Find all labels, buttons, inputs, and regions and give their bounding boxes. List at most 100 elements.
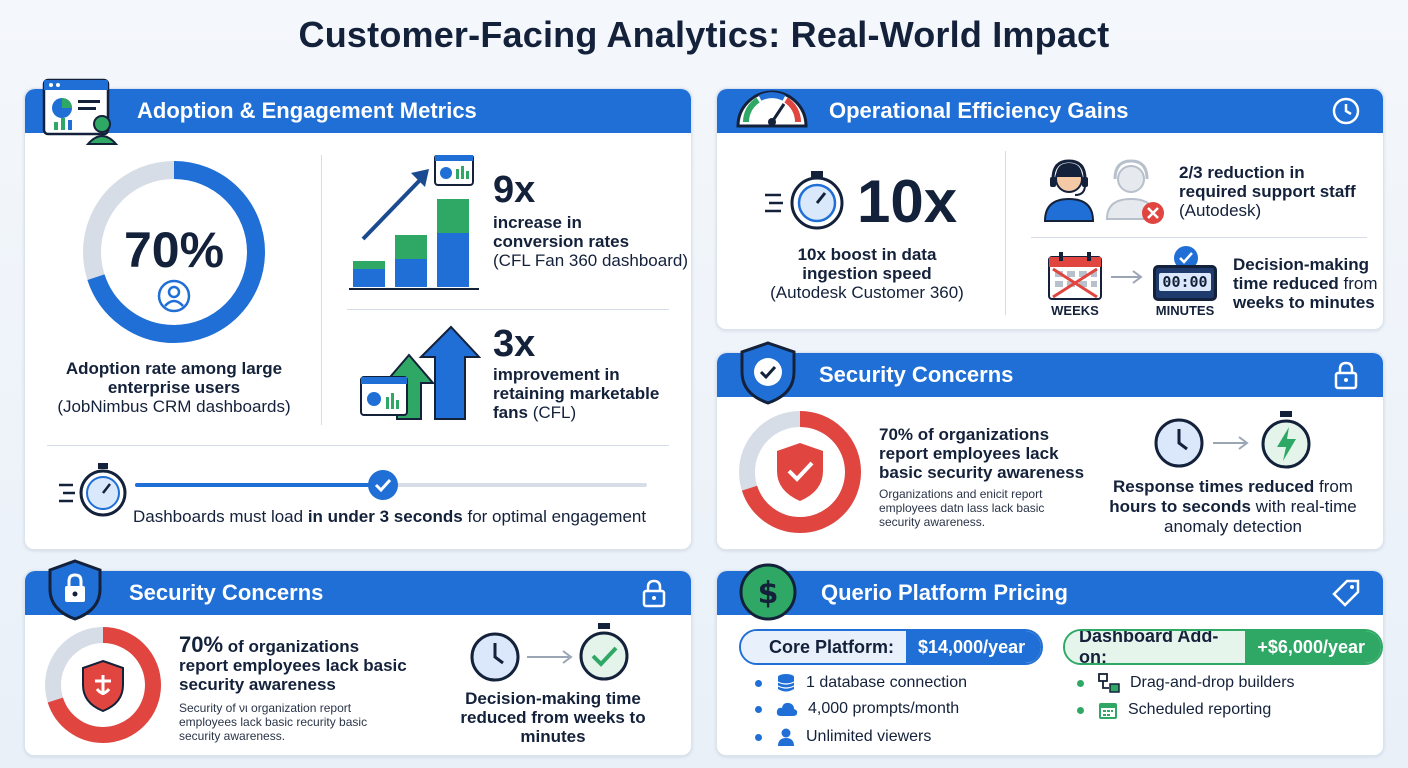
lock-icon (642, 579, 666, 608)
security-right-line3: basic security awareness (879, 463, 1085, 482)
shield-lock-icon (48, 559, 102, 621)
lock-icon (1334, 361, 1358, 390)
adoption-panel: Adoption & Engagement Metrics 70% Adopti… (24, 88, 692, 550)
adoption-caption-line2: enterprise users (107, 378, 241, 397)
removed-agent-icon (1105, 159, 1164, 224)
security-right-ring-chart (739, 411, 861, 533)
security-right-panel: Security Concerns 70% of organizations r… (716, 352, 1384, 550)
dollar-icon: $ (739, 563, 797, 621)
stat-3x-text: improvement in retaining marketable fans… (493, 365, 659, 422)
core-item-prompts: 4,000 prompts/month (755, 700, 959, 718)
security-left-dec1: Decision-making time (465, 689, 641, 708)
person-icon (778, 728, 794, 746)
response-line2-bold: hours to seconds (1109, 497, 1251, 516)
digital-clock-digits: 00:00 (1159, 273, 1211, 291)
weeks-label: WEEKS (1051, 303, 1099, 318)
response-line1-rest: from (1314, 477, 1353, 496)
addon-item-reporting-label: Scheduled reporting (1128, 701, 1272, 718)
bullet-dot (1077, 706, 1084, 714)
adoption-ring-value: 70% (123, 222, 225, 278)
decision-text: Decision-making time reduced from weeks … (1233, 255, 1378, 312)
stat-3x-line1: improvement in (493, 365, 620, 384)
price-tag-icon (1332, 579, 1360, 607)
operational-divider-mid (1031, 237, 1367, 238)
operational-header: Operational Efficiency Gains (717, 89, 1383, 133)
load-time-pre: Dashboards must load (133, 507, 308, 526)
security-right-small2: employees datn lass lack basic (879, 501, 1045, 515)
load-time-text: Dashboards must load in under 3 seconds … (133, 507, 646, 527)
security-left-small1: Security of νι organization report (179, 701, 352, 715)
security-left-value: 70% (179, 632, 224, 657)
clock-icon (470, 632, 520, 682)
response-text: Response times reduced from hours to sec… (1101, 477, 1365, 537)
dashboard-user-icon (42, 78, 119, 145)
operational-heading: Operational Efficiency Gains (829, 98, 1129, 123)
clock-icon (1332, 97, 1360, 125)
adoption-caption: Adoption rate among large enterprise use… (41, 359, 307, 416)
security-left-header: Security Concerns (25, 571, 691, 615)
security-left-line3: security awareness (179, 675, 336, 694)
svg-text:$: $ (758, 576, 779, 611)
addon-label: Dashboard Add-on: (1065, 631, 1246, 663)
core-item-database: 1 database connection (755, 673, 967, 693)
check-circle-icon (368, 470, 398, 500)
security-left-decision: Decision-making time reduced from weeks … (443, 689, 663, 746)
security-right-small3: security awareness. (879, 515, 986, 529)
response-clock-icon (1154, 418, 1204, 468)
decision-line3-bold: minutes (1309, 293, 1375, 312)
load-time-post: for optimal engagement (462, 507, 647, 526)
boost-value: 10x (857, 168, 958, 235)
adoption-header: Adoption & Engagement Metrics (25, 89, 691, 133)
check-stopwatch-icon (579, 623, 629, 681)
load-track-fill (135, 483, 385, 487)
arrow-right-icon (527, 650, 573, 664)
stat-9x-line2: conversion rates (493, 232, 630, 251)
adoption-divider-vertical (321, 155, 322, 425)
database-icon (777, 674, 795, 692)
staff-source: (Autodesk) (1179, 201, 1262, 220)
load-time-bold: in under 3 seconds (307, 507, 463, 526)
stat-3x-line2: retaining marketable (493, 384, 660, 403)
boost-text: 10x boost in data ingestion speed (Autod… (747, 245, 987, 302)
security-right-header: Security Concerns (717, 353, 1383, 397)
core-platform-price: $14,000/year (906, 631, 1042, 663)
core-platform-pill: Core Platform: $14,000/year (739, 629, 1044, 665)
addon-item-builders-label: Drag-and-drop builders (1130, 674, 1295, 691)
operational-panel: Operational Efficiency Gains 10x 10x boo… (716, 88, 1384, 330)
core-item-database-label: 1 database connection (806, 674, 968, 691)
security-left-dec3: minutes (520, 727, 586, 746)
operational-divider-vertical (1005, 151, 1006, 315)
stat-9x-value: 9x (493, 169, 536, 211)
speed-stopwatch-icon (765, 171, 844, 230)
security-left-panel: Security Concerns 70% of organizations r… (24, 570, 692, 756)
addon-pill: Dashboard Add-on: +$6,000/year (1063, 629, 1383, 665)
staff-text: 2/3 reduction in required support staff … (1179, 163, 1356, 220)
digital-clock: 00:00 (1153, 265, 1217, 301)
security-left-line2: report employees lack basic (179, 656, 407, 675)
security-left-ring-chart (45, 627, 161, 743)
core-item-viewers-label: Unlimited viewers (806, 728, 932, 745)
pricing-header: Querio Platform Pricing (717, 571, 1383, 615)
security-left-small3: security awareness. (179, 729, 286, 743)
response-line1-bold: Response times reduced (1113, 477, 1315, 496)
gauge-icon (736, 90, 808, 128)
adoption-heading: Adoption & Engagement Metrics (137, 98, 477, 123)
security-right-heading: Security Concerns (819, 362, 1014, 387)
calendar-icon (1099, 703, 1117, 719)
boost-line2: ingestion speed (802, 264, 932, 283)
addon-item-builders: Drag-and-drop builders (1077, 673, 1295, 693)
user-icon (157, 279, 191, 313)
cloud-icon (776, 702, 798, 716)
boost-line1: 10x boost in data (797, 245, 937, 264)
check-badge-icon (1174, 246, 1198, 270)
calendar-crossed-icon (1048, 252, 1102, 300)
response-line3: anomaly detection (1164, 517, 1302, 536)
core-platform-label: Core Platform: (741, 631, 907, 663)
stat-3x-source: (CFL) (527, 403, 577, 422)
page-title: Customer-Facing Analytics: Real-World Im… (298, 14, 1110, 55)
bullet-dot (755, 705, 762, 713)
stopwatch-icon (59, 463, 127, 517)
decision-line2-bold: time reduced (1233, 274, 1339, 293)
stat-3x-line3: fans (493, 403, 528, 422)
pricing-panel: Querio Platform Pricing Core Platform: $… (716, 570, 1384, 756)
